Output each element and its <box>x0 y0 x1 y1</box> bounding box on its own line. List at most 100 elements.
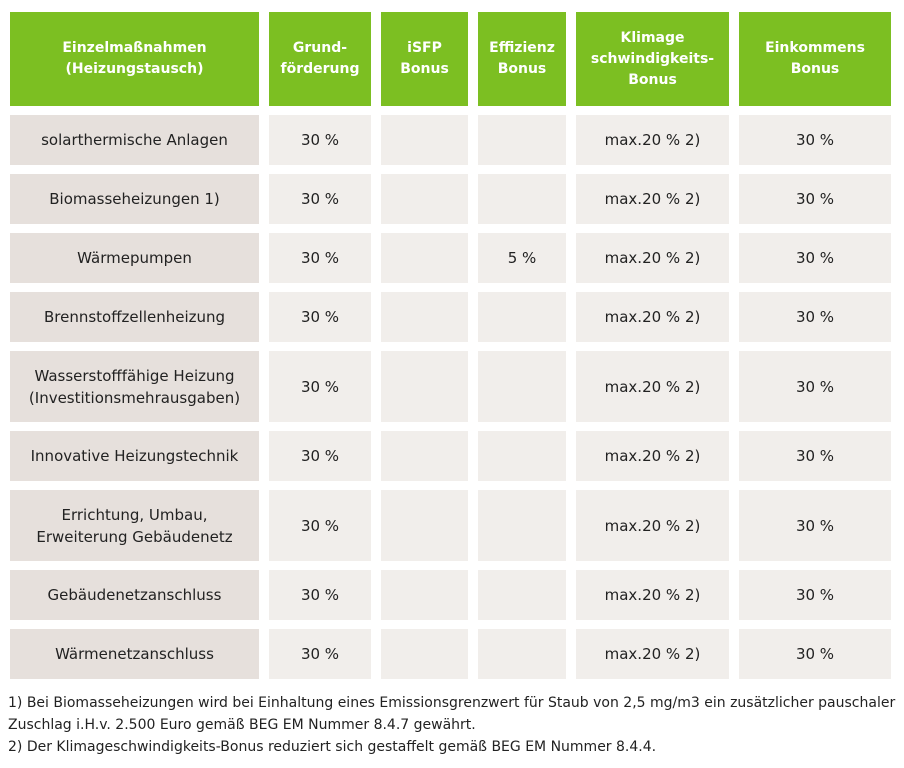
cell-text: 30 % <box>300 586 340 604</box>
row-label-text: Biomasseheizungen 1) <box>49 190 220 208</box>
table-cell: 30 % <box>269 490 371 561</box>
table-row-label: Wasserstofffähige Heizung (Investitionsm… <box>10 351 259 422</box>
cell-text: 30 % <box>795 645 835 663</box>
table-cell: 30 % <box>269 351 371 422</box>
table-cell: 30 % <box>739 570 891 620</box>
table-cell <box>478 629 566 679</box>
table-cell <box>478 115 566 165</box>
header-base-funding-label: Grund- förderung <box>280 40 360 77</box>
table-cell <box>478 431 566 481</box>
table-cell: max.20 % 2) <box>576 431 729 481</box>
table-cell <box>381 490 468 561</box>
header-isfp-bonus-label: iSFP Bonus <box>400 40 449 77</box>
cell-text: max.20 % 2) <box>604 249 701 267</box>
cell-text: 30 % <box>300 447 340 465</box>
table-row-label: Gebäudenetzanschluss <box>10 570 259 620</box>
cell-text: 30 % <box>300 249 340 267</box>
table-row-label: Innovative Heizungstechnik <box>10 431 259 481</box>
table-cell: 30 % <box>739 292 891 342</box>
table-cell <box>478 174 566 224</box>
cell-text: 30 % <box>795 190 835 208</box>
table-cell: max.20 % 2) <box>576 115 729 165</box>
table-cell <box>381 629 468 679</box>
row-label-text: Wärmepumpen <box>77 249 192 267</box>
cell-text: 30 % <box>795 308 835 326</box>
header-income-bonus-label: Einkommens Bonus <box>765 40 865 77</box>
table-cell <box>478 490 566 561</box>
cell-text: 30 % <box>795 131 835 149</box>
row-label-text: Errichtung, Umbau, Erweiterung Gebäudene… <box>36 505 233 546</box>
table-cell: 30 % <box>269 115 371 165</box>
cell-text: max.20 % 2) <box>604 586 701 604</box>
table-cell: 30 % <box>739 115 891 165</box>
table-cell <box>381 431 468 481</box>
row-label-text: Brennstoffzellenheizung <box>43 308 226 326</box>
header-isfp-bonus: iSFP Bonus <box>381 12 468 106</box>
cell-text: 30 % <box>795 249 835 267</box>
footnotes: 1) Bei Biomasseheizungen wird bei Einhal… <box>8 692 898 758</box>
table-cell: 30 % <box>739 490 891 561</box>
cell-text: 30 % <box>795 447 835 465</box>
cell-text: 30 % <box>300 645 340 663</box>
footnote-1: 1) Bei Biomasseheizungen wird bei Einhal… <box>8 695 896 733</box>
cell-text: max.20 % 2) <box>604 190 701 208</box>
header-measures: Einzelmaßnahmen (Heizungstausch) <box>10 12 259 106</box>
header-climate-speed-bonus-label: Klimage schwindigkeits- Bonus <box>590 29 715 88</box>
table-cell: 5 % <box>478 233 566 283</box>
table-cell: 30 % <box>269 570 371 620</box>
table-cell <box>381 570 468 620</box>
table-row-label: Wärmepumpen <box>10 233 259 283</box>
header-measures-label: Einzelmaßnahmen (Heizungstausch) <box>62 40 207 77</box>
cell-text: max.20 % 2) <box>604 645 701 663</box>
table-cell <box>381 174 468 224</box>
cell-text: max.20 % 2) <box>604 131 701 149</box>
table-cell: max.20 % 2) <box>576 570 729 620</box>
cell-text: 30 % <box>300 377 340 396</box>
cell-text: max.20 % 2) <box>604 377 701 396</box>
table-row-label: Wärmenetzanschluss <box>10 629 259 679</box>
table-cell: 30 % <box>739 174 891 224</box>
cell-text: 30 % <box>300 516 340 535</box>
table-cell: 30 % <box>269 292 371 342</box>
header-income-bonus: Einkommens Bonus <box>739 12 891 106</box>
cell-text: 5 % <box>507 249 537 267</box>
header-efficiency-bonus-label: Effizienz Bonus <box>489 40 555 77</box>
footnote-2: 2) Der Klimageschwindigkeits-Bonus reduz… <box>8 739 657 755</box>
table-row-label: Brennstoffzellenheizung <box>10 292 259 342</box>
table-cell <box>478 292 566 342</box>
header-climate-speed-bonus: Klimage schwindigkeits- Bonus <box>576 12 729 106</box>
table-cell: 30 % <box>739 431 891 481</box>
row-label-text: Gebäudenetzanschluss <box>47 586 222 604</box>
cell-text: 30 % <box>795 377 835 396</box>
table-cell: max.20 % 2) <box>576 174 729 224</box>
cell-text: max.20 % 2) <box>604 516 701 535</box>
table-row-label: Biomasseheizungen 1) <box>10 174 259 224</box>
header-base-funding: Grund- förderung <box>269 12 371 106</box>
cell-text: max.20 % 2) <box>604 308 701 326</box>
cell-text: 30 % <box>300 190 340 208</box>
table-cell <box>478 570 566 620</box>
table-cell: 30 % <box>269 431 371 481</box>
row-label-text: Wärmenetzanschluss <box>55 645 214 663</box>
table-cell: max.20 % 2) <box>576 490 729 561</box>
cell-text: max.20 % 2) <box>604 447 701 465</box>
funding-table: Einzelmaßnahmen (Heizungstausch) Grund- … <box>10 12 891 688</box>
table-cell <box>381 233 468 283</box>
table-cell: max.20 % 2) <box>576 292 729 342</box>
table-cell <box>478 351 566 422</box>
table-cell: 30 % <box>269 174 371 224</box>
table-cell: max.20 % 2) <box>576 629 729 679</box>
cell-text: 30 % <box>300 131 340 149</box>
table-cell <box>381 351 468 422</box>
table-cell: 30 % <box>739 233 891 283</box>
row-label-text: Wasserstofffähige Heizung (Investitionsm… <box>28 366 241 407</box>
cell-text: 30 % <box>795 516 835 535</box>
table-cell: 30 % <box>269 629 371 679</box>
table-cell <box>381 292 468 342</box>
table-cell: 30 % <box>739 629 891 679</box>
table-cell: max.20 % 2) <box>576 233 729 283</box>
table-row-label: Errichtung, Umbau, Erweiterung Gebäudene… <box>10 490 259 561</box>
header-efficiency-bonus: Effizienz Bonus <box>478 12 566 106</box>
cell-text: 30 % <box>795 586 835 604</box>
table-row-label: solarthermische Anlagen <box>10 115 259 165</box>
